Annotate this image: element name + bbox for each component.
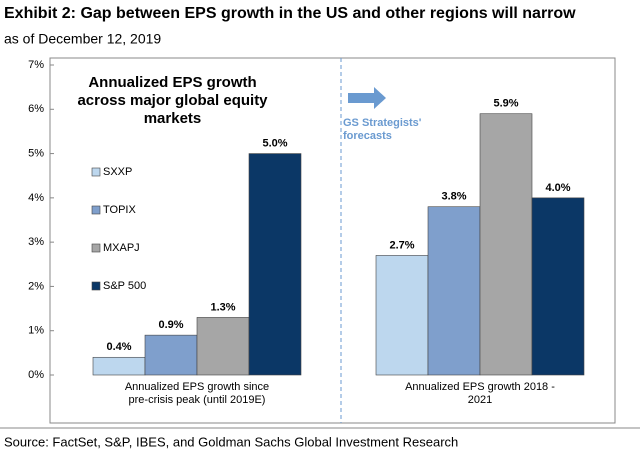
value-label: 1.3% [210,301,235,313]
legend-label: MXAPJ [103,242,140,254]
chart-subtitle: as of December 12, 2019 [4,31,161,47]
value-label: 0.9% [158,319,183,331]
chart-title: Exhibit 2: Gap between EPS growth in the… [4,5,576,22]
bar [196,317,250,376]
plot-frame [49,57,616,424]
x-tick-label: Annualized EPS growth since pre-crisis p… [124,381,270,406]
y-tick-label: 4% [28,192,44,204]
legend-swatch [91,167,101,177]
bar [375,255,429,376]
annotation: Annualized EPS growth across major globa… [77,74,268,127]
bar [92,356,146,376]
legend-swatch [91,281,101,291]
y-tick-label: 7% [28,59,44,71]
legend-label: SXXP [103,166,132,178]
y-tick-label: 1% [28,325,44,337]
bar [479,113,533,376]
y-tick-label: 2% [28,280,44,292]
legend-label: TOPIX [103,204,136,216]
bar [531,197,585,376]
y-tick-label: 5% [28,147,44,159]
x-tick-label: Annualized EPS growth 2018 - 2021 [405,381,555,406]
value-label: 4.0% [545,182,570,194]
value-label: 0.4% [106,341,131,353]
bar [427,206,481,376]
annotation: GS Strategists' forecasts [343,117,422,142]
legend-label: S&P 500 [103,280,146,292]
value-label: 5.9% [493,98,518,110]
arrow [348,87,386,109]
y-tick-label: 6% [28,103,44,115]
bar [248,153,302,376]
legend-swatch [91,205,101,215]
value-label: 3.8% [441,191,466,203]
bar [144,334,198,376]
value-label: 5.0% [262,137,287,149]
legend-swatch [91,243,101,253]
y-tick-label: 0% [28,369,44,381]
value-label: 2.7% [389,239,414,251]
y-tick-label: 3% [28,236,44,248]
source: Source: FactSet, S&P, IBES, and Goldman … [4,434,458,449]
